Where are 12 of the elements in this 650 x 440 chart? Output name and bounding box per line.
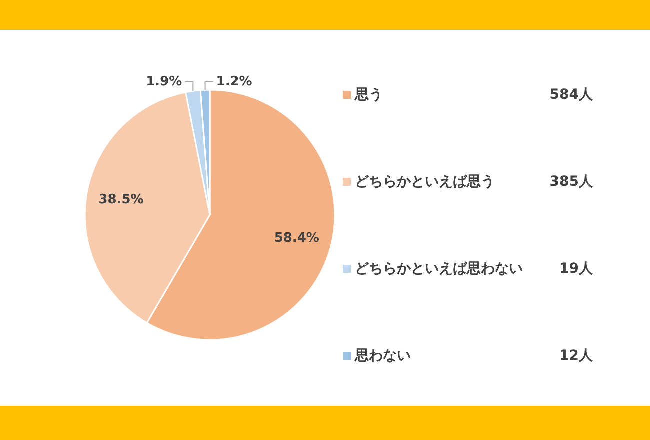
text: 12人 (560, 348, 594, 364)
legend-label: 思わない (354, 348, 411, 364)
data-label: 1.9% (146, 74, 182, 90)
text: 385人 (550, 174, 594, 190)
text: 584人 (550, 86, 594, 103)
data-label: 38.5% (98, 192, 144, 208)
legend-label: 思う (354, 86, 383, 103)
legend-label: どちらかといえば思わない (355, 260, 523, 277)
data-label: 58.4% (274, 231, 320, 246)
text: 19人 (560, 260, 594, 277)
legend-label: どちらかといえば思う (355, 174, 495, 190)
data-label: 1.2% (216, 74, 252, 90)
